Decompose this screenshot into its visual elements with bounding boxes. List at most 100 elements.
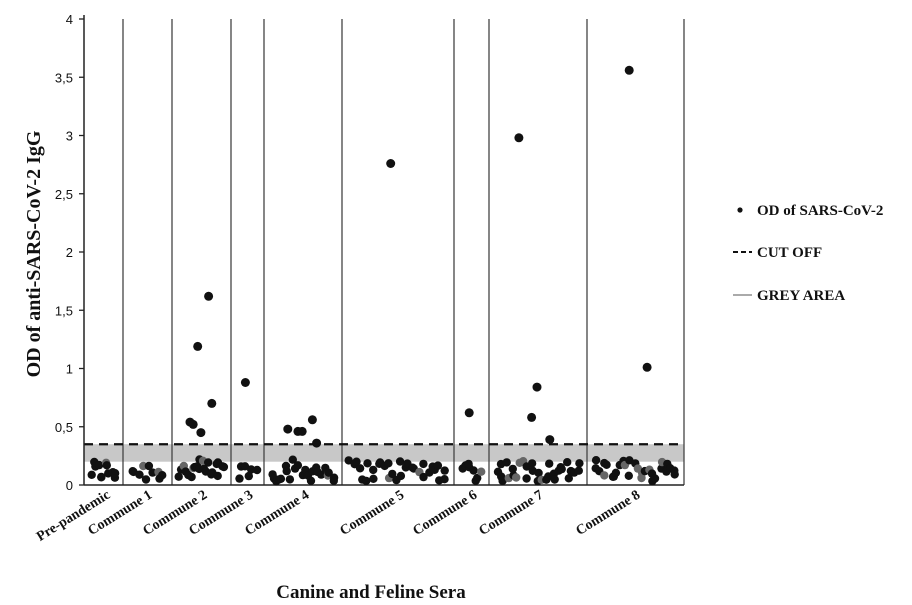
data-point [600,471,609,480]
data-point [650,474,660,483]
legend-label: OD of SARS-CoV-2 [757,203,883,219]
data-point [97,472,106,482]
data-point-high [188,419,198,429]
category-label: Commune 6 [410,488,480,539]
data-point [440,475,449,484]
data-point [252,465,262,475]
data-point-high [386,159,396,168]
data-point [95,460,104,470]
data-point [240,462,250,471]
data-point [564,474,573,483]
data-point [512,473,521,482]
data-point-high [545,435,555,445]
data-point-high [283,424,293,434]
y-tick-label: 1 [66,362,73,377]
data-point-high [207,398,217,408]
data-point [102,461,112,470]
data-point [324,468,333,477]
data-point [344,456,353,465]
data-point [187,472,196,482]
data-point [207,470,216,479]
data-point [477,467,486,476]
data-point [602,460,611,469]
data-point [141,475,151,484]
y-tick-label: 3 [66,129,73,144]
data-point [575,459,584,468]
grey-area-band [84,444,684,462]
data-point [419,459,428,469]
data-point [469,466,478,475]
y-tick-label: 0,5 [55,420,73,435]
data-point [355,464,365,473]
data-point [502,458,511,467]
data-point-high [297,426,307,436]
data-point [288,455,297,464]
data-point [508,464,517,474]
data-point [352,457,361,466]
y-tick-label: 2,5 [55,187,73,202]
data-point-high [312,438,322,448]
data-point-high [204,291,214,301]
data-point [276,474,286,483]
data-point [317,470,326,479]
data-point [388,469,397,479]
x-axis-title: Canine and Feline Sera [276,582,466,603]
data-point [282,466,291,476]
data-point [204,458,213,467]
data-point [527,459,537,468]
data-point [419,472,428,482]
data-point-high [642,362,652,372]
data-point-high [307,415,317,425]
legend-dot-marker [737,207,743,213]
legend-label: CUT OFF [757,245,822,261]
data-point [522,474,531,483]
data-point [433,461,443,470]
data-point [158,471,167,480]
data-point [369,474,378,483]
y-tick-label: 1,5 [55,303,73,318]
data-point-high [527,412,537,422]
data-point [384,459,393,468]
data-point [363,459,372,468]
data-point [611,468,621,477]
data-point [396,471,406,481]
data-point [235,474,244,483]
data-point-high [196,428,206,438]
data-point [473,473,482,483]
data-point-high [240,378,250,387]
legend: OD of SARS-CoV-2 CUT OFF GREY AREA [733,203,883,304]
data-point [395,457,405,466]
data-point-high [532,382,542,392]
data-point [213,471,222,481]
category-label: Commune 7 [476,488,546,539]
category-label: Commune 5 [337,488,407,539]
data-point [285,475,295,484]
data-point [306,476,316,485]
y-tick-label: 3,5 [55,70,73,85]
data-point [591,456,601,465]
data-point [550,475,559,484]
data-point [174,472,183,481]
data-point [624,471,633,480]
data-point-high [624,65,634,75]
data-point [574,466,583,475]
data-point [464,459,473,469]
data-point [293,461,303,470]
data-point [144,461,154,471]
data-point [87,470,96,479]
data-point [670,470,679,479]
data-point [362,476,371,486]
data-point-high [193,341,203,351]
data-point [135,470,144,479]
data-point [545,459,554,468]
data-point [440,466,449,475]
y-tick-label: 4 [66,12,73,27]
y-axis-title: OD of anti-SARS-CoV-2 IgG [23,130,45,377]
legend-label: GREY AREA [757,288,845,304]
y-tick-label: 2 [66,245,73,260]
data-point [219,462,229,472]
data-point [563,458,572,467]
data-point-high [464,408,474,418]
data-point [329,473,339,482]
